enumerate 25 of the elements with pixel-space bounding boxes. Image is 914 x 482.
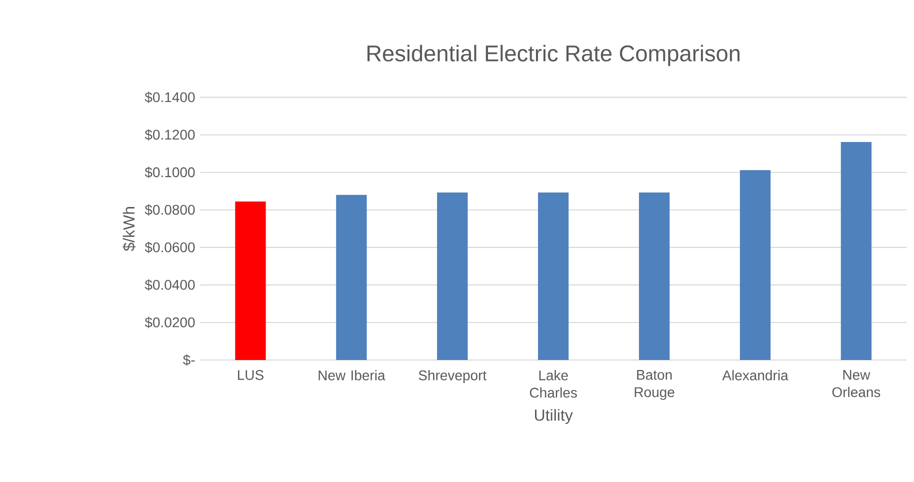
y-tick-label: $- — [182, 354, 195, 366]
x-tick-label: Lake Charles — [530, 370, 577, 398]
x-tick-label: New Iberia — [318, 370, 386, 380]
bar — [336, 194, 367, 360]
y-tick-label: $0.0400 — [144, 279, 195, 291]
bar — [437, 192, 468, 360]
bar — [740, 170, 771, 360]
y-tick-label: $0.0200 — [144, 316, 195, 328]
bar — [638, 192, 670, 360]
y-axis-title: $/kWh — [122, 207, 136, 252]
y-tick-label: $0.1200 — [144, 129, 195, 141]
y-tick-label: $0.1400 — [144, 92, 195, 103]
y-tick-label: $0.0600 — [144, 242, 195, 254]
x-tick-label: New Orleans — [832, 370, 880, 398]
y-tick-label: $0.1000 — [144, 166, 195, 178]
x-tick-label: Baton Rouge — [634, 370, 674, 400]
x-tick-label: LUS — [238, 370, 264, 380]
bar — [235, 201, 266, 360]
bar — [538, 192, 569, 360]
x-axis-title: Utility — [535, 409, 573, 424]
bar — [840, 142, 872, 360]
x-tick-label: Shreveport — [418, 370, 487, 384]
y-tick-label: $0.0800 — [144, 204, 195, 216]
x-tick-label: Alexandria — [722, 370, 788, 380]
chart-title: Residential Electric Rate Comparison — [367, 44, 740, 66]
